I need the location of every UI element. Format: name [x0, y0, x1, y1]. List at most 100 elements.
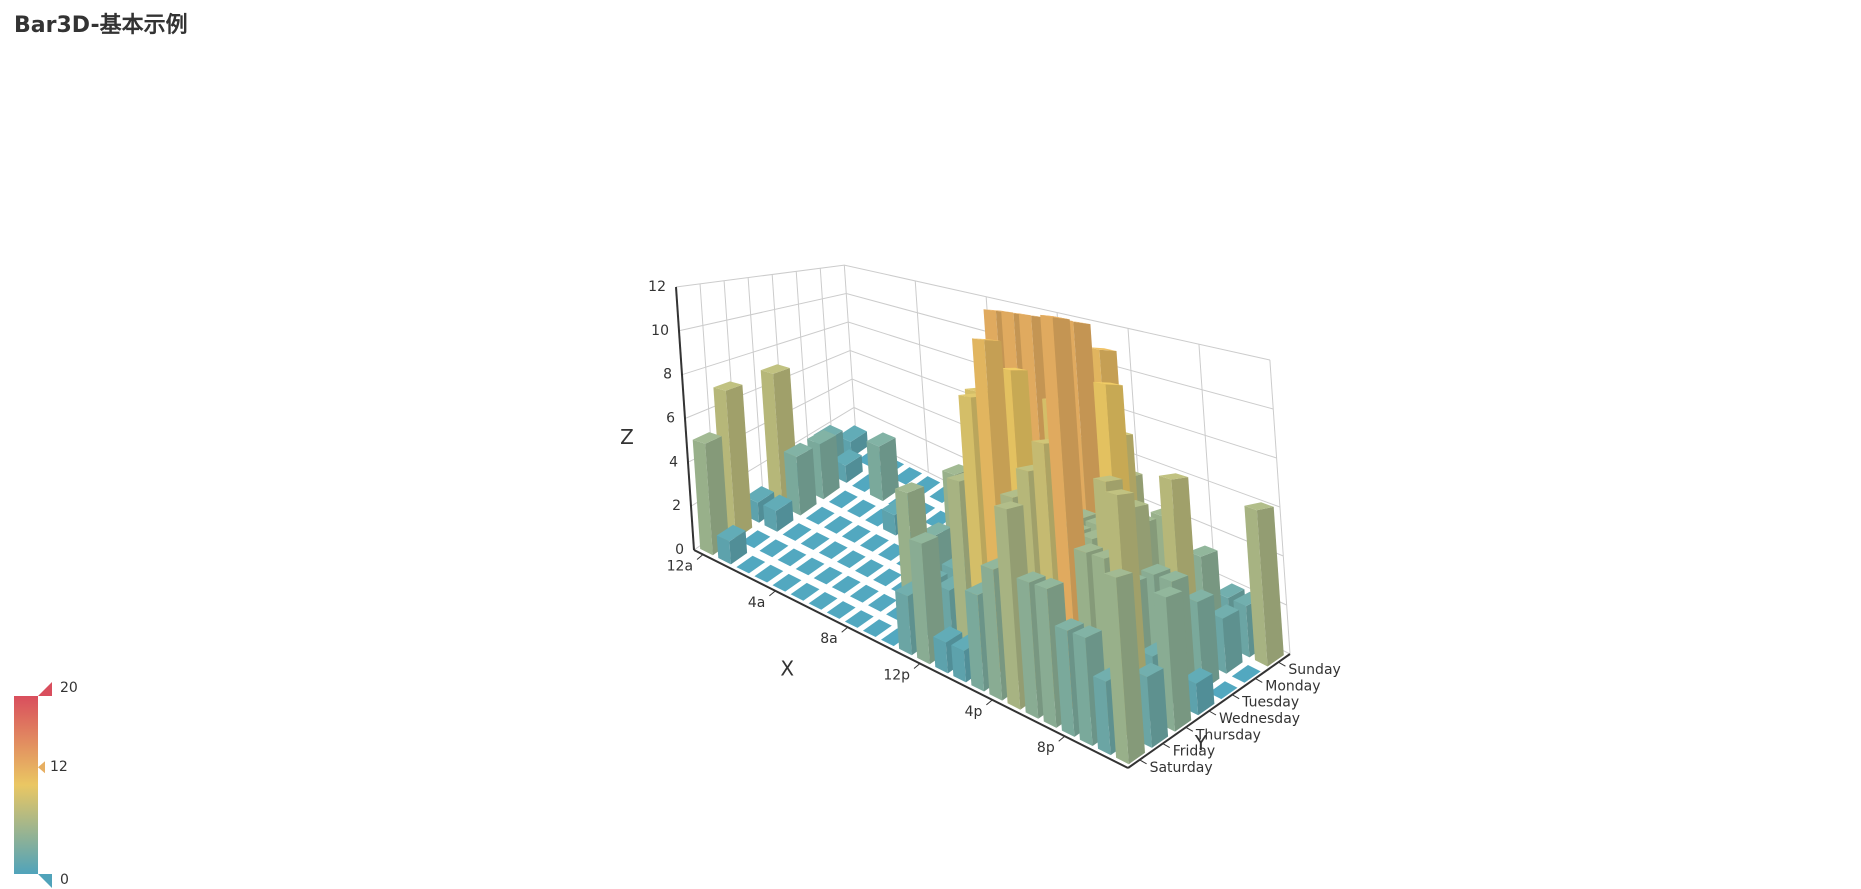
grid-line-category — [843, 265, 857, 437]
bar-face — [1147, 668, 1169, 748]
bar-face — [909, 539, 930, 665]
bar-face — [754, 564, 784, 583]
visual-map-label: 20 — [60, 680, 78, 696]
bar-face — [860, 534, 889, 552]
bar — [868, 593, 897, 612]
bar — [777, 548, 807, 567]
bar-face — [805, 506, 835, 525]
bar — [795, 557, 825, 576]
bar-face — [775, 500, 794, 532]
z-tick-label: 0 — [675, 542, 684, 558]
bar-face — [909, 532, 939, 544]
bar-face — [790, 582, 820, 601]
x-tick — [1058, 735, 1066, 742]
x-tick — [696, 554, 704, 560]
bar — [841, 525, 871, 543]
bar-face — [725, 384, 753, 539]
bar-face — [1188, 545, 1218, 557]
y-tick-label: Saturday — [1150, 760, 1213, 776]
z-axis-name: Z — [620, 425, 634, 449]
bar-face — [705, 436, 729, 556]
bar — [1208, 681, 1238, 700]
bar-face — [759, 539, 789, 558]
bar-face — [850, 431, 868, 458]
x-tick — [841, 626, 849, 633]
bar-face — [894, 482, 924, 493]
x-tick-label: 4p — [965, 704, 983, 720]
bar-face — [1040, 314, 1080, 712]
bar-face — [813, 566, 843, 585]
bar — [759, 539, 789, 558]
bar-face — [760, 364, 790, 374]
bar-face — [741, 530, 771, 549]
bar-face — [1231, 665, 1261, 683]
y-tick — [1231, 694, 1240, 700]
bar-face — [1093, 475, 1123, 482]
bar-face — [828, 490, 858, 509]
bar-face — [1197, 594, 1220, 690]
bar — [1153, 586, 1192, 732]
x-tick-label: 8p — [1037, 740, 1055, 756]
visual-map-handle — [38, 874, 52, 888]
bar-face — [1208, 681, 1238, 700]
y-tick — [1208, 710, 1217, 716]
bar-face — [838, 425, 867, 442]
bar — [1244, 502, 1284, 667]
visual-map-indicator — [38, 761, 45, 774]
x-axis-name: X — [780, 656, 794, 680]
bar-face — [1158, 473, 1189, 480]
bar-face — [763, 505, 778, 532]
grid-line-category — [1269, 359, 1291, 655]
bar-face — [782, 523, 812, 541]
bar-face — [772, 573, 802, 592]
y-tick — [1162, 743, 1170, 749]
z-tick-label: 4 — [669, 454, 678, 470]
bar-face — [847, 499, 876, 518]
bar-face — [823, 515, 853, 534]
x-tick — [913, 663, 921, 669]
bar-face — [808, 592, 838, 610]
bar-face — [922, 522, 951, 536]
bar-face — [1072, 633, 1093, 746]
bar-face — [1116, 572, 1145, 765]
bar-face — [893, 467, 923, 485]
bar-face — [844, 610, 874, 628]
bar-face — [777, 548, 807, 567]
bar-face — [921, 536, 946, 665]
bar-face — [1153, 586, 1183, 598]
bar-face — [1196, 673, 1215, 716]
bar — [692, 432, 729, 556]
bar-face — [807, 429, 837, 445]
bar — [763, 494, 794, 532]
bar-face — [972, 338, 1002, 341]
x-tick-label: 12a — [667, 559, 693, 575]
y-tick — [1278, 661, 1286, 667]
bar-face — [1184, 589, 1214, 603]
bar-face — [879, 437, 899, 502]
bar-face — [800, 532, 830, 550]
visual-map-label: 0 — [60, 872, 69, 888]
bar-face — [983, 309, 1013, 313]
bar-face — [933, 636, 948, 674]
bar — [849, 584, 879, 603]
bar-face — [836, 550, 866, 569]
bar-face — [933, 626, 963, 643]
bar-face — [819, 435, 840, 500]
x-tick-label: 8a — [820, 631, 838, 647]
x-tick-label: 12p — [883, 668, 910, 684]
bar-face — [1215, 583, 1245, 599]
bar-face — [1054, 618, 1084, 631]
bar-face — [831, 575, 861, 594]
bar-face — [951, 645, 966, 683]
grid-line-category — [795, 271, 811, 469]
z-tick-label: 8 — [663, 367, 672, 383]
bar — [818, 541, 848, 559]
visual-map-handle — [38, 682, 52, 696]
bar-face — [866, 432, 896, 447]
bar-face — [745, 486, 774, 503]
bar — [909, 532, 946, 665]
bar-face — [866, 441, 883, 502]
bar — [847, 499, 876, 518]
bar — [805, 506, 835, 525]
bar-face — [998, 367, 1028, 371]
